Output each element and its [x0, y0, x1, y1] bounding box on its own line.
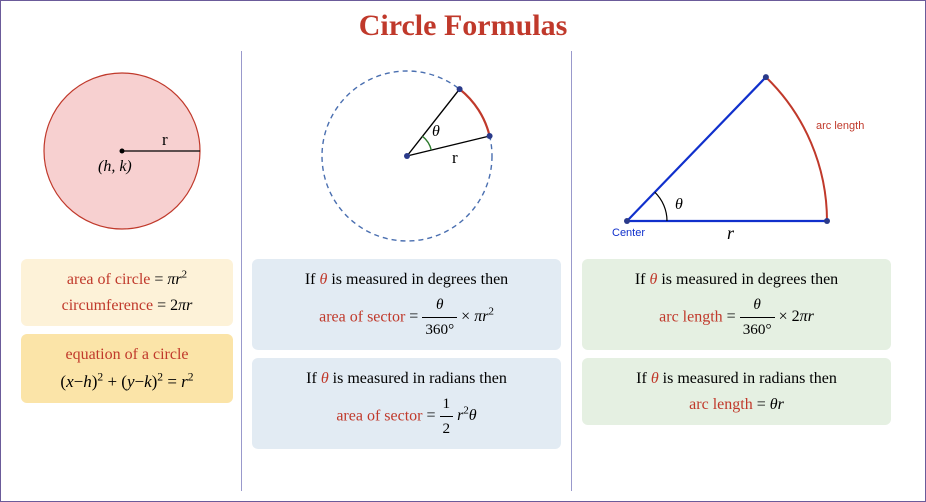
equation-box: equation of a circle (x−h)2 + (y−k)2 = r…: [21, 334, 233, 403]
sector-label-r: r: [452, 148, 458, 167]
arc-dot-1: [824, 218, 830, 224]
arc-deg-eq: = θ360° × 2πr: [723, 308, 814, 325]
arc-arc: [765, 77, 826, 221]
arc-radius-2: [627, 77, 766, 221]
arc-rad-cond: If θ is measured in radians then: [592, 366, 881, 392]
area-circ-box: area of circle = πr2 circumference = 2πr: [21, 259, 233, 326]
circ-eq: = 2πr: [153, 297, 192, 314]
label-center: (h, k): [98, 158, 132, 175]
sector-deg-line: area of sector = θ360° × πr2: [262, 293, 551, 343]
area-eq: = πr2: [150, 271, 187, 288]
sector-dot-2: [486, 133, 492, 139]
arc-deg-box: If θ is measured in degrees then arc len…: [582, 259, 891, 350]
theta-arc-icon: [422, 136, 431, 150]
sector-rad-label: area of sector: [336, 407, 422, 424]
arc-rad-label: arc length: [689, 396, 753, 413]
column-2: θ r If θ is measured in degrees then are…: [241, 51, 571, 491]
circ-line: circumference = 2πr: [31, 293, 223, 319]
arc-theta-icon: [654, 192, 666, 221]
sector-dot-center: [404, 153, 410, 159]
sector-deg-box: If θ is measured in degrees then area of…: [252, 259, 561, 350]
sector-rad-eq: = 12 r2θ: [423, 407, 477, 424]
arc-label-arclen: arc length: [816, 120, 864, 132]
center-dot: [120, 149, 125, 154]
sector-rad-line: area of sector = 12 r2θ: [262, 392, 551, 442]
equation-eq: (x−h)2 + (y−k)2 = r2: [31, 368, 223, 395]
sector-rad-cond: If θ is measured in radians then: [262, 366, 551, 392]
sector-deg-label: area of sector: [319, 308, 405, 325]
arc-deg-line: arc length = θ360° × 2πr: [592, 293, 881, 343]
label-r: r: [162, 130, 168, 149]
equation-label: equation of a circle: [31, 342, 223, 368]
arc-dot-2: [762, 74, 768, 80]
arc-deg-label: arc length: [659, 308, 723, 325]
circle-diagram: r (h, k): [22, 51, 232, 251]
arc-label-r: r: [727, 223, 735, 243]
sector-arc: [459, 89, 489, 136]
columns: r (h, k) area of circle = πr2 circumfere…: [13, 51, 913, 491]
page-title: Circle Formulas: [13, 9, 913, 43]
column-1: r (h, k) area of circle = πr2 circumfere…: [13, 51, 241, 491]
arc-label-center: Center: [612, 227, 645, 239]
sector-radius-2: [407, 136, 490, 156]
arc-diagram: Center r θ arc length: [582, 51, 892, 251]
page-container: Circle Formulas r (h, k) area of circle …: [0, 0, 926, 502]
column-3: Center r θ arc length If θ is measured i…: [571, 51, 901, 491]
sector-dot-1: [456, 86, 462, 92]
sector-rad-box: If θ is measured in radians then area of…: [252, 358, 561, 449]
arc-label-theta: θ: [675, 196, 683, 213]
circ-label: circumference: [62, 297, 153, 314]
sector-label-theta: θ: [432, 123, 440, 140]
area-label: area of circle: [67, 271, 150, 288]
arc-rad-box: If θ is measured in radians then arc len…: [582, 358, 891, 425]
arc-rad-line: arc length = θr: [592, 392, 881, 418]
sector-deg-eq: = θ360° × πr2: [405, 308, 494, 325]
arc-deg-cond: If θ is measured in degrees then: [592, 267, 881, 293]
arc-rad-eq: = θr: [753, 396, 784, 413]
sector-diagram: θ r: [257, 51, 557, 251]
sector-deg-cond: If θ is measured in degrees then: [262, 267, 551, 293]
arc-dot-center: [624, 218, 630, 224]
area-line: area of circle = πr2: [31, 267, 223, 293]
